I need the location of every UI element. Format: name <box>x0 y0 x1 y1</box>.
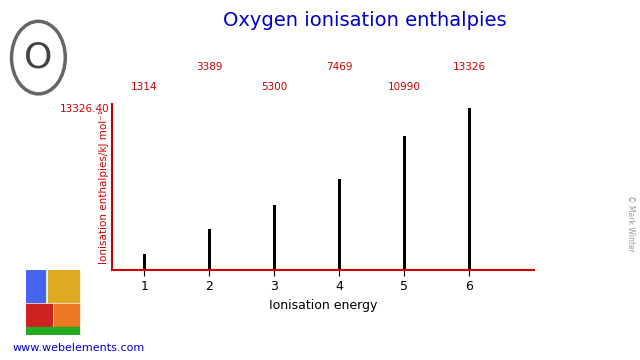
Y-axis label: Ionisation enthalpies/kJ mol⁻¹: Ionisation enthalpies/kJ mol⁻¹ <box>99 110 109 264</box>
Text: © Mark Winter: © Mark Winter <box>626 195 635 252</box>
Text: 13326: 13326 <box>453 62 486 72</box>
Bar <box>26 327 79 335</box>
Text: 13326.40: 13326.40 <box>60 104 110 114</box>
Bar <box>273 206 276 270</box>
Text: O: O <box>24 41 52 75</box>
Text: 7469: 7469 <box>326 62 353 72</box>
Bar <box>338 179 340 270</box>
Text: 3389: 3389 <box>196 62 223 72</box>
Bar <box>26 304 52 327</box>
Bar <box>403 136 406 270</box>
Bar <box>208 229 211 270</box>
Text: 5300: 5300 <box>261 82 287 92</box>
Bar <box>26 270 45 302</box>
X-axis label: Ionisation energy: Ionisation energy <box>269 299 378 312</box>
Text: 10990: 10990 <box>388 82 421 92</box>
Text: www.webelements.com: www.webelements.com <box>13 343 145 353</box>
Bar <box>54 304 79 327</box>
Bar <box>48 270 79 302</box>
Text: Oxygen ionisation enthalpies: Oxygen ionisation enthalpies <box>223 11 507 30</box>
Text: 1314: 1314 <box>131 82 157 92</box>
Bar <box>468 108 470 270</box>
Bar <box>143 254 146 270</box>
